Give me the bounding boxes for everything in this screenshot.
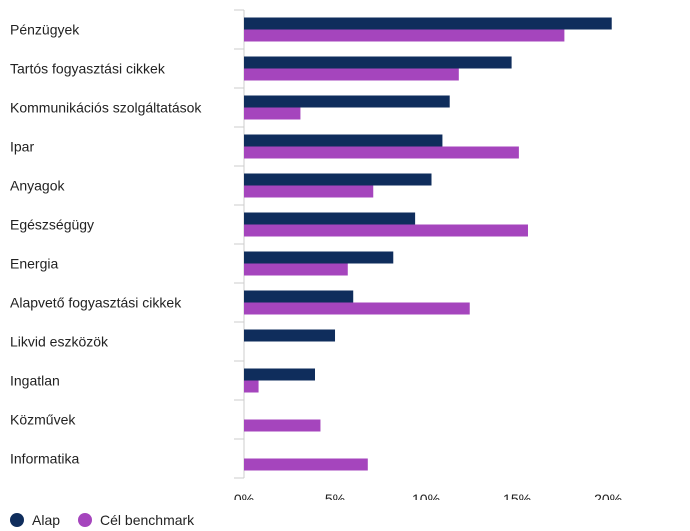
bar-cel-benchmark-alapveto-fogyasztasi-cikkek	[244, 302, 470, 315]
bar-alap-ipar	[244, 134, 443, 147]
category-label-kozmuvek: Közművek	[10, 412, 76, 428]
category-dividers	[234, 9, 244, 479]
category-label-anyagok: Anyagok	[10, 178, 65, 194]
category-label-informatika: Informatika	[10, 451, 79, 467]
bar-cel-benchmark-tartos-fogyasztasi-cikkek	[244, 68, 459, 81]
legend-swatch-alap	[10, 513, 24, 527]
legend-swatch-cel-benchmark	[78, 513, 93, 527]
x-tick-labels: 0% 5% 10% 15% 20%	[234, 491, 622, 500]
x-tick-label: 10%	[412, 491, 440, 500]
bar-alap-alapveto-fogyasztasi-cikkek	[244, 290, 354, 303]
bar-cel-benchmark-egeszsegugy	[244, 224, 528, 237]
category-label-ipar: Ipar	[10, 139, 34, 155]
bar-cel-benchmark-kozmuvek	[244, 419, 321, 432]
bar-alap-energia	[244, 251, 394, 264]
bar-chart: Pénzügyek Tartós fogyasztási cikkek Kommun…	[10, 9, 622, 500]
legend-item-cel-benchmark: Cél benchmark	[78, 512, 194, 528]
bar-cel-benchmark-anyagok	[244, 185, 374, 198]
bar-alap-anyagok	[244, 173, 432, 186]
legend-item-alap: Alap	[10, 512, 60, 528]
category-labels: Pénzügyek Tartós fogyasztási cikkek Kommun…	[10, 22, 202, 467]
bar-alap-egeszsegugy	[244, 212, 416, 225]
category-label-alapveto-fogyasztasi-cikkek: Alapvető fogyasztási cikkek	[10, 295, 182, 311]
legend-label-cel-benchmark: Cél benchmark	[100, 512, 195, 528]
category-label-likvid-eszkozok: Likvid eszközök	[10, 334, 109, 350]
category-label-penzugyek: Pénzügyek	[10, 22, 80, 38]
x-tick-label: 5%	[325, 491, 345, 500]
bar-cel-benchmark-penzugyek	[244, 29, 565, 42]
bars	[244, 17, 612, 471]
legend: Alap Cél benchmark	[10, 512, 212, 528]
bar-cel-benchmark-ingatlan	[244, 380, 259, 393]
bar-cel-benchmark-energia	[244, 263, 348, 276]
bar-alap-tartos-fogyasztasi-cikkek	[244, 56, 512, 69]
bar-alap-likvid-eszkozok	[244, 329, 336, 342]
bar-alap-penzugyek	[244, 17, 612, 30]
x-tick-label: 15%	[503, 491, 531, 500]
bar-alap-kommunikacios-szolgaltatasok	[244, 95, 450, 108]
x-tick-label: 20%	[594, 491, 622, 500]
category-label-energia: Energia	[10, 256, 58, 272]
category-label-kommunikacios-szolgaltatasok: Kommunikációs szolgáltatások	[10, 100, 202, 116]
x-tick-label: 0%	[234, 491, 254, 500]
bar-cel-benchmark-kommunikacios-szolgaltatasok	[244, 107, 301, 120]
bar-alap-ingatlan	[244, 368, 315, 381]
bar-cel-benchmark-informatika	[244, 458, 368, 471]
category-label-tartos-fogyasztasi-cikkek: Tartós fogyasztási cikkek	[10, 61, 166, 77]
category-label-egeszsegugy: Egészségügy	[10, 217, 94, 233]
bar-cel-benchmark-ipar	[244, 146, 519, 159]
legend-label-alap: Alap	[32, 512, 61, 528]
category-label-ingatlan: Ingatlan	[10, 373, 60, 389]
